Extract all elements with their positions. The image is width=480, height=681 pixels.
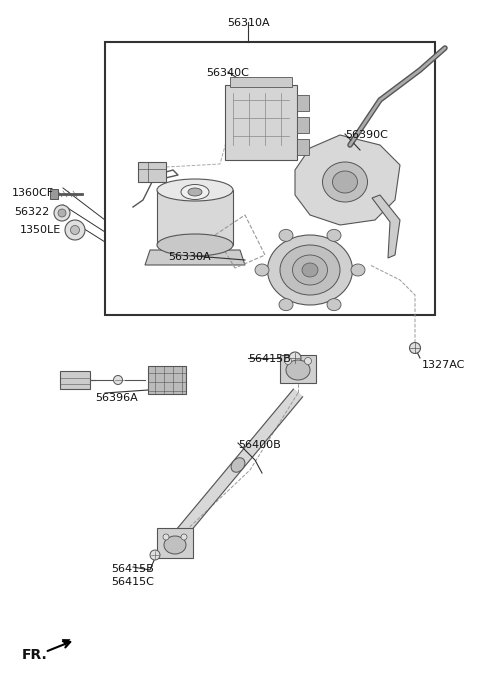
Ellipse shape xyxy=(285,358,291,364)
Text: FR.: FR. xyxy=(22,648,48,662)
Text: 56330A: 56330A xyxy=(168,252,211,262)
Text: 56340C: 56340C xyxy=(206,68,250,78)
Text: 56322: 56322 xyxy=(14,207,49,217)
Ellipse shape xyxy=(323,162,368,202)
Ellipse shape xyxy=(280,245,340,295)
Bar xyxy=(105,42,435,315)
Text: 56396A: 56396A xyxy=(95,393,138,403)
Ellipse shape xyxy=(286,360,310,380)
Ellipse shape xyxy=(267,235,352,305)
Ellipse shape xyxy=(292,255,327,285)
Ellipse shape xyxy=(351,264,365,276)
Ellipse shape xyxy=(279,299,293,311)
Bar xyxy=(280,355,316,383)
Ellipse shape xyxy=(157,179,233,201)
Bar xyxy=(148,366,186,394)
Bar xyxy=(138,162,166,182)
Ellipse shape xyxy=(333,171,358,193)
Bar xyxy=(225,85,297,160)
Text: 1327AC: 1327AC xyxy=(422,360,466,370)
Ellipse shape xyxy=(304,358,312,364)
Text: 56390C: 56390C xyxy=(345,130,388,140)
Ellipse shape xyxy=(54,205,70,221)
Text: 1360CF: 1360CF xyxy=(12,188,54,198)
Bar xyxy=(230,77,292,87)
Ellipse shape xyxy=(409,343,420,353)
Text: 56415C: 56415C xyxy=(111,577,155,587)
Ellipse shape xyxy=(181,534,187,540)
Text: 56400B: 56400B xyxy=(238,440,281,450)
Ellipse shape xyxy=(327,299,341,311)
Text: 56415B: 56415B xyxy=(248,354,291,364)
Bar xyxy=(297,95,309,111)
Bar xyxy=(297,139,309,155)
Ellipse shape xyxy=(255,264,269,276)
Ellipse shape xyxy=(71,225,80,234)
Ellipse shape xyxy=(188,188,202,196)
Polygon shape xyxy=(173,389,302,541)
Text: 1350LE: 1350LE xyxy=(20,225,61,235)
Ellipse shape xyxy=(65,220,85,240)
Bar xyxy=(60,371,90,389)
Polygon shape xyxy=(372,195,400,258)
Ellipse shape xyxy=(289,352,301,364)
Bar xyxy=(50,189,58,199)
Ellipse shape xyxy=(327,229,341,241)
Bar xyxy=(297,117,309,133)
Bar xyxy=(157,528,193,558)
Bar xyxy=(157,190,233,245)
Ellipse shape xyxy=(279,229,293,241)
Polygon shape xyxy=(295,135,400,225)
Ellipse shape xyxy=(302,263,318,277)
Ellipse shape xyxy=(150,550,160,560)
Ellipse shape xyxy=(163,534,169,540)
Ellipse shape xyxy=(113,375,122,385)
Ellipse shape xyxy=(231,458,245,472)
Polygon shape xyxy=(145,250,245,265)
Ellipse shape xyxy=(181,185,209,200)
Ellipse shape xyxy=(164,536,186,554)
Text: 56415B: 56415B xyxy=(112,564,155,574)
Ellipse shape xyxy=(157,234,233,256)
Ellipse shape xyxy=(58,209,66,217)
Text: 56310A: 56310A xyxy=(227,18,269,28)
